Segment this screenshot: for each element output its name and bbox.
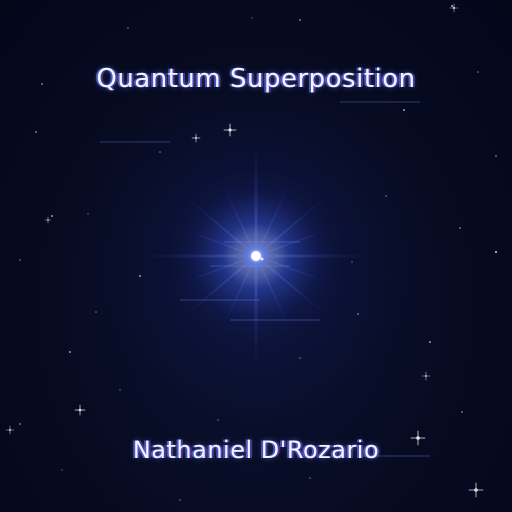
glitch-lines — [100, 101, 430, 457]
album-title: Quantum Superposition — [96, 64, 416, 94]
sparkle-stars — [5, 3, 484, 498]
artist-name: Nathaniel D'Rozario — [132, 436, 380, 464]
small-stars — [19, 5, 498, 501]
bright-star-icon — [136, 136, 376, 376]
